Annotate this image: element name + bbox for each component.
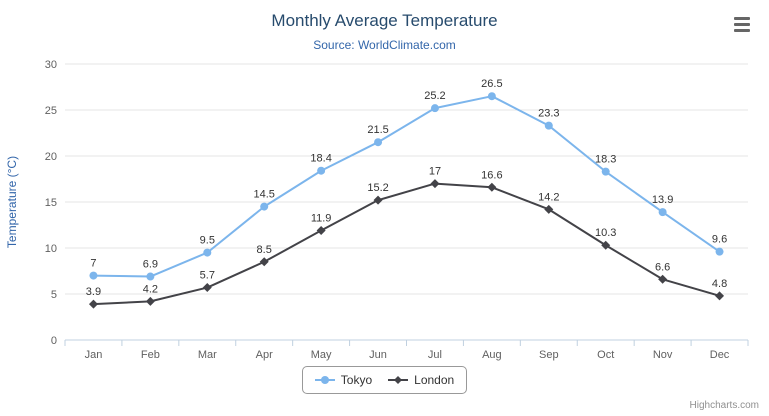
y-axis-tick-label: 20: [45, 151, 57, 163]
data-label-london: 5.7: [200, 270, 215, 282]
data-label-london: 10.3: [595, 227, 616, 239]
data-label-tokyo: 13.9: [652, 194, 673, 206]
data-label-tokyo: 9.5: [200, 235, 215, 247]
y-axis-tick-label: 5: [51, 289, 57, 301]
data-label-london: 8.5: [257, 244, 272, 256]
series-line-london: [92, 182, 721, 306]
series-line-tokyo: [92, 95, 721, 278]
x-axis-label: Nov: [653, 349, 673, 361]
x-axis-label: Dec: [710, 349, 730, 361]
hamburger-menu-icon: [734, 23, 750, 26]
point-london-jan[interactable]: [88, 299, 98, 309]
point-london-may[interactable]: [316, 226, 326, 236]
data-label-london: 3.9: [86, 286, 101, 298]
data-label-tokyo: 25.2: [424, 90, 445, 102]
point-tokyo-oct[interactable]: [601, 167, 610, 176]
legend-wrap: Tokyo London: [0, 366, 769, 394]
point-tokyo-jan[interactable]: [89, 271, 98, 280]
point-tokyo-sep[interactable]: [544, 121, 553, 130]
point-london-feb[interactable]: [145, 296, 155, 306]
point-london-mar[interactable]: [202, 283, 212, 293]
point-london-jul[interactable]: [430, 179, 440, 189]
legend-item-tokyo[interactable]: Tokyo: [314, 373, 373, 387]
data-label-tokyo: 18.4: [310, 153, 331, 165]
point-tokyo-jul[interactable]: [430, 104, 439, 113]
x-axis-label: Sep: [539, 349, 559, 361]
hamburger-menu-icon: [734, 29, 750, 32]
point-london-dec[interactable]: [715, 291, 725, 301]
x-axis-label: Oct: [597, 349, 614, 361]
x-axis-label: Mar: [198, 349, 217, 361]
y-axis-tick-label: 25: [45, 105, 57, 117]
y-axis-tick-label: 15: [45, 197, 57, 209]
legend-symbol-london: [394, 376, 403, 384]
point-tokyo-may[interactable]: [317, 166, 326, 175]
y-axis-tick-label: 30: [45, 59, 57, 71]
point-london-nov[interactable]: [658, 274, 668, 284]
legend-marker-london: [388, 376, 409, 384]
point-tokyo-nov[interactable]: [658, 208, 667, 217]
data-label-london: 11.9: [311, 213, 332, 225]
point-tokyo-apr[interactable]: [260, 202, 269, 211]
legend-symbol-tokyo: [320, 376, 329, 384]
point-london-jun[interactable]: [373, 195, 383, 205]
legend-item-london[interactable]: London: [388, 373, 454, 387]
data-label-tokyo: 18.3: [595, 154, 616, 166]
point-london-oct[interactable]: [601, 240, 611, 250]
point-london-aug[interactable]: [487, 182, 497, 192]
y-axis-tick-label: 10: [45, 243, 57, 255]
point-london-sep[interactable]: [544, 204, 554, 214]
point-tokyo-jun[interactable]: [374, 138, 383, 147]
legend-label-london: London: [414, 373, 455, 387]
point-tokyo-dec[interactable]: [715, 247, 724, 256]
y-axis-title: Temperature (°C): [5, 156, 19, 248]
data-label-tokyo: 26.5: [481, 78, 502, 90]
x-axis-label: Apr: [256, 349, 273, 361]
point-tokyo-mar[interactable]: [203, 248, 212, 257]
x-axis-label: Jul: [428, 349, 442, 361]
x-axis-label: Feb: [141, 349, 160, 361]
data-label-london: 15.2: [367, 182, 388, 194]
legend: Tokyo London: [301, 366, 468, 394]
chart-title: Monthly Average Temperature: [271, 11, 498, 30]
hamburger-menu-icon: [734, 17, 750, 20]
data-label-london: 6.6: [655, 261, 670, 273]
data-label-tokyo: 6.9: [143, 259, 158, 271]
data-label-tokyo: 21.5: [367, 124, 388, 136]
data-label-london: 14.2: [538, 191, 559, 203]
point-tokyo-aug[interactable]: [487, 92, 496, 101]
data-label-london: 17: [429, 166, 441, 178]
x-axis-label: May: [311, 349, 332, 361]
data-label-tokyo: 14.5: [253, 189, 274, 201]
point-tokyo-feb[interactable]: [146, 272, 155, 281]
legend-marker-tokyo: [314, 376, 335, 384]
data-label-london: 4.2: [143, 283, 158, 295]
data-label-london: 4.8: [712, 278, 727, 290]
data-label-tokyo: 23.3: [538, 108, 559, 120]
y-axis-tick-label: 0: [51, 335, 57, 347]
x-axis-label: Jan: [85, 349, 103, 361]
chart-subtitle: Source: WorldClimate.com: [313, 38, 456, 52]
data-label-tokyo: 9.6: [712, 234, 727, 246]
x-axis-label: Jun: [369, 349, 387, 361]
export-menu-button[interactable]: [731, 16, 753, 33]
credits-link[interactable]: Highcharts.com: [689, 400, 759, 411]
legend-label-tokyo: Tokyo: [340, 373, 373, 387]
data-label-tokyo: 7: [90, 258, 96, 270]
data-label-london: 16.6: [481, 169, 502, 181]
point-london-apr[interactable]: [259, 257, 269, 267]
x-axis-label: Aug: [482, 349, 502, 361]
